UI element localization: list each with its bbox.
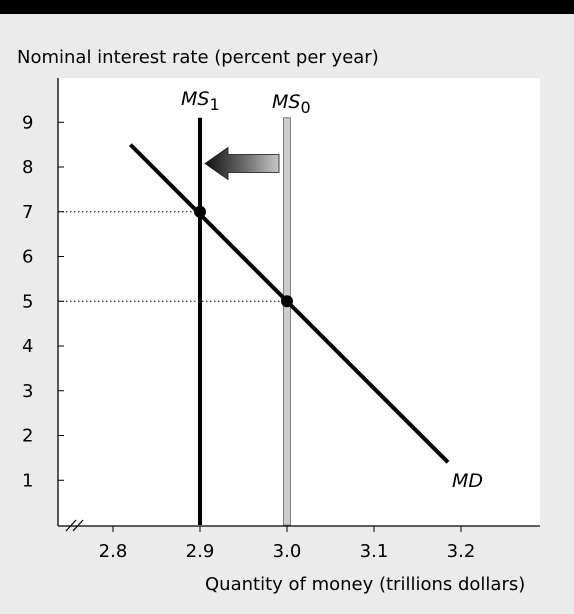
top-bar <box>0 0 574 14</box>
x-tick-label-0: 2.8 <box>99 541 128 562</box>
y-tick-label-3: 3 <box>22 381 33 402</box>
y-tick-label-1: 1 <box>22 470 33 491</box>
md-label: MD <box>452 470 483 492</box>
y-tick-label-9: 9 <box>22 112 33 133</box>
equilibrium-point-1 <box>194 205 206 218</box>
y-tick-label-2: 2 <box>22 426 33 447</box>
y-axis-title: Nominal interest rate (percent per year) <box>17 47 379 68</box>
curve-labels: MS1 MS0 MD <box>181 88 483 492</box>
x-tick-label-4: 3.2 <box>447 541 476 562</box>
equilibrium-point-2 <box>281 295 293 308</box>
ms1-label: MS1 <box>181 88 220 114</box>
x-tick-label-3: 3.1 <box>360 541 389 562</box>
y-tick-label-5: 5 <box>22 291 33 312</box>
equilibrium-points <box>194 205 293 308</box>
x-tick-label-2: 3.0 <box>273 541 302 562</box>
axes: 1 2 3 4 5 6 7 8 9 2.8 2.9 3.0 3.1 3.2 <box>22 78 540 562</box>
x-tick-label-1: 2.9 <box>186 541 215 562</box>
axis-break-mark-2 <box>72 519 84 532</box>
ms0-line <box>283 117 291 526</box>
axis-break-mark-1 <box>65 519 77 532</box>
y-tick-label-7: 7 <box>22 202 33 223</box>
shift-arrow <box>204 146 280 181</box>
y-tick-label-6: 6 <box>22 247 33 268</box>
shift-arrow-group <box>204 146 280 181</box>
y-tick-label-8: 8 <box>22 157 33 178</box>
ms0-label: MS0 <box>272 91 311 117</box>
y-tick-label-4: 4 <box>22 336 33 357</box>
x-axis-title: Quantity of money (trillions dollars) <box>205 574 525 595</box>
